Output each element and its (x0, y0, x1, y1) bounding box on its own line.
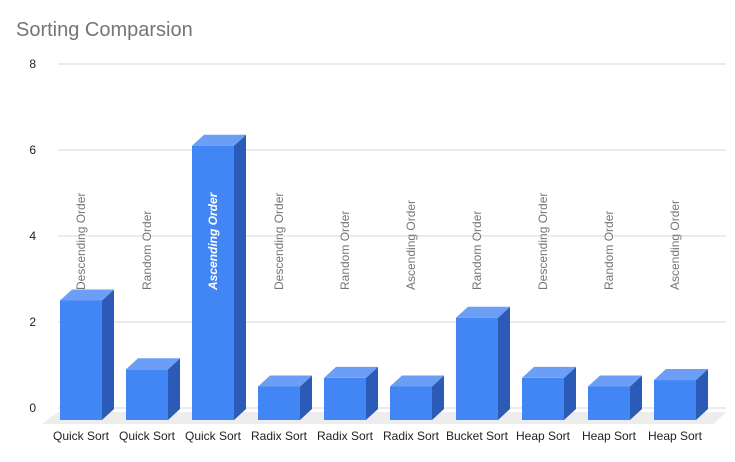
bar (654, 369, 708, 420)
y-tick-label: 8 (29, 57, 36, 71)
bar (522, 366, 576, 420)
bar-front (192, 145, 234, 420)
y-tick-label: 4 (29, 229, 36, 243)
x-tick-label: Heap Sort (516, 429, 571, 443)
x-tick-label: Radix Sort (251, 429, 308, 443)
bar-top (390, 375, 444, 387)
bar-top (654, 369, 708, 381)
bar (192, 134, 246, 420)
bar-front (654, 380, 696, 420)
bar (588, 375, 642, 420)
x-tick-label: Quick Sort (119, 429, 176, 443)
data-label: Random Order (140, 211, 154, 290)
bar-front (324, 377, 366, 420)
bar-side (234, 134, 246, 420)
bar-side (564, 366, 576, 420)
bar-side (168, 358, 180, 420)
data-label: Ascending Order (668, 200, 682, 290)
bar-side (630, 375, 642, 420)
x-tick-label: Heap Sort (648, 429, 703, 443)
bar (60, 289, 114, 420)
data-label: Random Order (470, 211, 484, 290)
bar (390, 375, 444, 420)
bar-side (432, 375, 444, 420)
x-tick-label: Heap Sort (582, 429, 637, 443)
data-label: Descending Order (272, 193, 286, 290)
bar-top (60, 289, 114, 301)
bar (126, 358, 180, 420)
bar-top (192, 134, 246, 146)
x-tick-label: Radix Sort (317, 429, 374, 443)
chart-title: Sorting Comparsion (16, 19, 193, 41)
bar-side (498, 306, 510, 420)
bar-front (390, 386, 432, 420)
data-label: Ascending Order (206, 191, 220, 291)
data-label: Descending Order (536, 193, 550, 290)
data-label: Ascending Order (404, 200, 418, 290)
bar-top (126, 358, 180, 370)
x-tick-label: Radix Sort (383, 429, 440, 443)
bar (456, 306, 510, 420)
bar-front (60, 300, 102, 420)
bar-front (126, 369, 168, 420)
y-tick-label: 6 (29, 143, 36, 157)
bar (324, 366, 378, 420)
bar-side (696, 369, 708, 420)
bar-top (588, 375, 642, 387)
bar-front (588, 386, 630, 420)
bar-side (102, 289, 114, 420)
x-tick-label: Quick Sort (185, 429, 242, 443)
bar-front (258, 386, 300, 420)
bar-top (456, 306, 510, 318)
bar-top (258, 375, 312, 387)
bar-front (456, 317, 498, 420)
y-tick-label: 2 (29, 315, 36, 329)
y-tick-label: 0 (29, 401, 36, 415)
data-label: Random Order (602, 211, 616, 290)
x-tick-label: Bucket Sort (446, 429, 509, 443)
data-label: Descending Order (74, 193, 88, 290)
x-tick-label: Quick Sort (53, 429, 110, 443)
bar-top (324, 366, 378, 378)
data-label: Random Order (338, 211, 352, 290)
bar-top (522, 366, 576, 378)
bar (258, 375, 312, 420)
bar-side (300, 375, 312, 420)
bar-front (522, 377, 564, 420)
bar-side (366, 366, 378, 420)
